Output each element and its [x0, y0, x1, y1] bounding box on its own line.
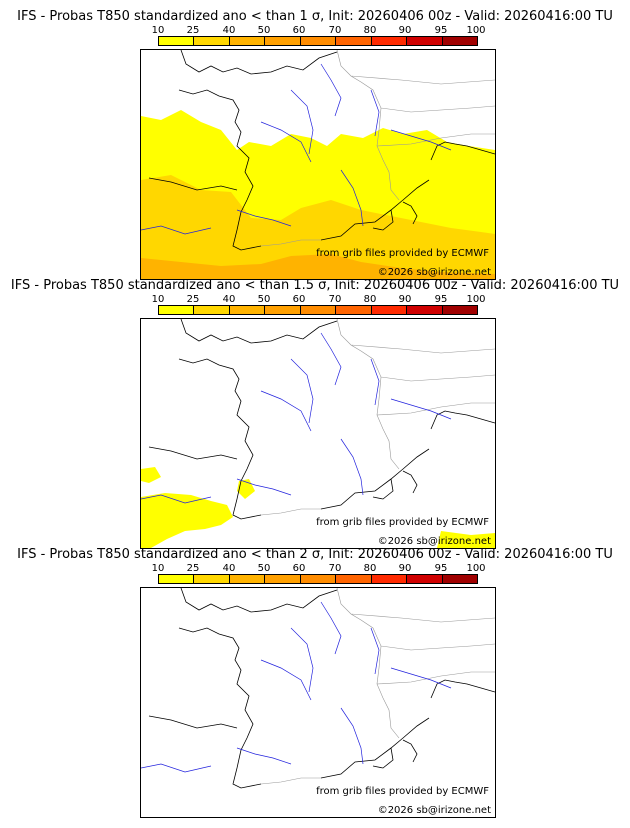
- colorbar-swatch: [407, 306, 443, 314]
- coastline: [148, 588, 495, 789]
- rivers: [141, 63, 452, 235]
- colorbar-label: 80: [363, 294, 377, 305]
- colorbar-label: 10: [151, 25, 165, 36]
- colorbar-label: 50: [257, 25, 271, 36]
- colorbar-swatch: [407, 575, 443, 583]
- colorbar-swatch: [407, 37, 443, 45]
- panel-title: IFS - Probas T850 standardized ano < tha…: [10, 278, 620, 293]
- colorbar-label: 70: [328, 294, 342, 305]
- colorbar-label: 95: [434, 294, 448, 305]
- colorbar-swatch: [336, 37, 372, 45]
- colorbar-label: 40: [222, 563, 236, 574]
- colorbar-swatch: [229, 37, 266, 45]
- colorbar-label: 25: [186, 25, 200, 36]
- map-drawing: [141, 50, 495, 279]
- colorbar-swatch: [336, 575, 372, 583]
- colorbar-label: 25: [186, 294, 200, 305]
- data-credit: from grib files provided by ECMWF: [316, 248, 489, 259]
- country-borders: [260, 50, 495, 247]
- map-drawing: [141, 588, 495, 789]
- panel-title: IFS - Probas T850 standardized ano < tha…: [17, 9, 613, 24]
- colorbar-label: 60: [292, 25, 306, 36]
- copyright-notice: ©2026 sb@irizone.net: [377, 267, 491, 278]
- colorbar-labels: 10 25 40 50 60 70 80 90 95 100: [0, 295, 630, 305]
- colorbar-swatch: [159, 306, 195, 314]
- colorbar-label: 90: [398, 294, 412, 305]
- map-drawing: [141, 319, 495, 548]
- colorbar-label: 90: [398, 563, 412, 574]
- colorbar-label: 40: [222, 25, 236, 36]
- colorbar-swatch: [300, 306, 337, 314]
- colorbar-label: 10: [151, 563, 165, 574]
- colorbar-swatch: [265, 37, 301, 45]
- colorbar-swatch: [300, 37, 337, 45]
- colorbar-swatch: [371, 37, 408, 45]
- colorbar-swatch: [229, 575, 266, 583]
- data-credit: from grib files provided by ECMWF: [316, 517, 489, 528]
- colorbar-label: 70: [328, 25, 342, 36]
- colorbar-label: 80: [363, 563, 377, 574]
- probability-area-low: [141, 467, 495, 548]
- colorbar-swatch: [194, 575, 230, 583]
- country-borders: [260, 319, 495, 516]
- colorbar-label: 80: [363, 25, 377, 36]
- colorbar-label: 70: [328, 563, 342, 574]
- copyright-notice: ©2026 sb@irizone.net: [377, 805, 491, 816]
- probability-area-high: [141, 254, 495, 279]
- colorbar-swatch: [229, 306, 266, 314]
- colorbar-label: 10: [151, 294, 165, 305]
- forecast-panel-3: IFS - Probas T850 standardized ano < tha…: [0, 538, 630, 818]
- colorbar-label: 60: [292, 563, 306, 574]
- colorbar-swatch: [265, 575, 301, 583]
- colorbar-swatch: [194, 306, 230, 314]
- data-credit: from grib files provided by ECMWF: [316, 786, 489, 797]
- colorbar-label: 50: [257, 563, 271, 574]
- colorbar-label: 95: [434, 25, 448, 36]
- panel-title: IFS - Probas T850 standardized ano < tha…: [17, 547, 613, 562]
- probability-map: from grib files provided by ECMWF ©2026 …: [140, 49, 496, 280]
- colorbar-swatch: [442, 37, 477, 45]
- copyright-notice: ©2026 sb@irizone.net: [377, 536, 491, 547]
- colorbar-swatch: [300, 575, 337, 583]
- colorbar-label: 25: [186, 563, 200, 574]
- colorbar-label: 100: [466, 563, 486, 574]
- colorbar-label: 90: [398, 25, 412, 36]
- colorbar-swatch: [265, 306, 301, 314]
- colorbar: [158, 36, 478, 46]
- probability-map: from grib files provided by ECMWF ©2026 …: [140, 318, 496, 549]
- colorbar-swatch: [442, 306, 477, 314]
- colorbar-label: 50: [257, 294, 271, 305]
- colorbar-swatch: [159, 575, 195, 583]
- forecast-panel-1: IFS - Probas T850 standardized ano < tha…: [0, 0, 630, 280]
- colorbar: [158, 574, 478, 584]
- colorbar: [158, 305, 478, 315]
- forecast-panel-2: IFS - Probas T850 standardized ano < tha…: [0, 269, 630, 549]
- colorbar-swatch: [336, 306, 372, 314]
- colorbar-swatch: [194, 37, 230, 45]
- colorbar-swatch: [442, 575, 477, 583]
- colorbar-label: 100: [466, 25, 486, 36]
- colorbar-labels: 10 25 40 50 60 70 80 90 95 100: [0, 26, 630, 36]
- probability-area-mid: [141, 175, 495, 279]
- rivers: [141, 332, 452, 504]
- country-borders: [260, 588, 495, 785]
- rivers: [141, 601, 452, 773]
- coastline: [148, 50, 495, 251]
- colorbar-label: 95: [434, 563, 448, 574]
- coastline: [148, 319, 495, 520]
- probability-map: from grib files provided by ECMWF ©2026 …: [140, 587, 496, 818]
- colorbar-swatch: [371, 575, 408, 583]
- colorbar-label: 60: [292, 294, 306, 305]
- colorbar-label: 40: [222, 294, 236, 305]
- colorbar-label: 100: [466, 294, 486, 305]
- colorbar-swatch: [371, 306, 408, 314]
- colorbar-labels: 10 25 40 50 60 70 80 90 95 100: [0, 564, 630, 574]
- colorbar-swatch: [159, 37, 195, 45]
